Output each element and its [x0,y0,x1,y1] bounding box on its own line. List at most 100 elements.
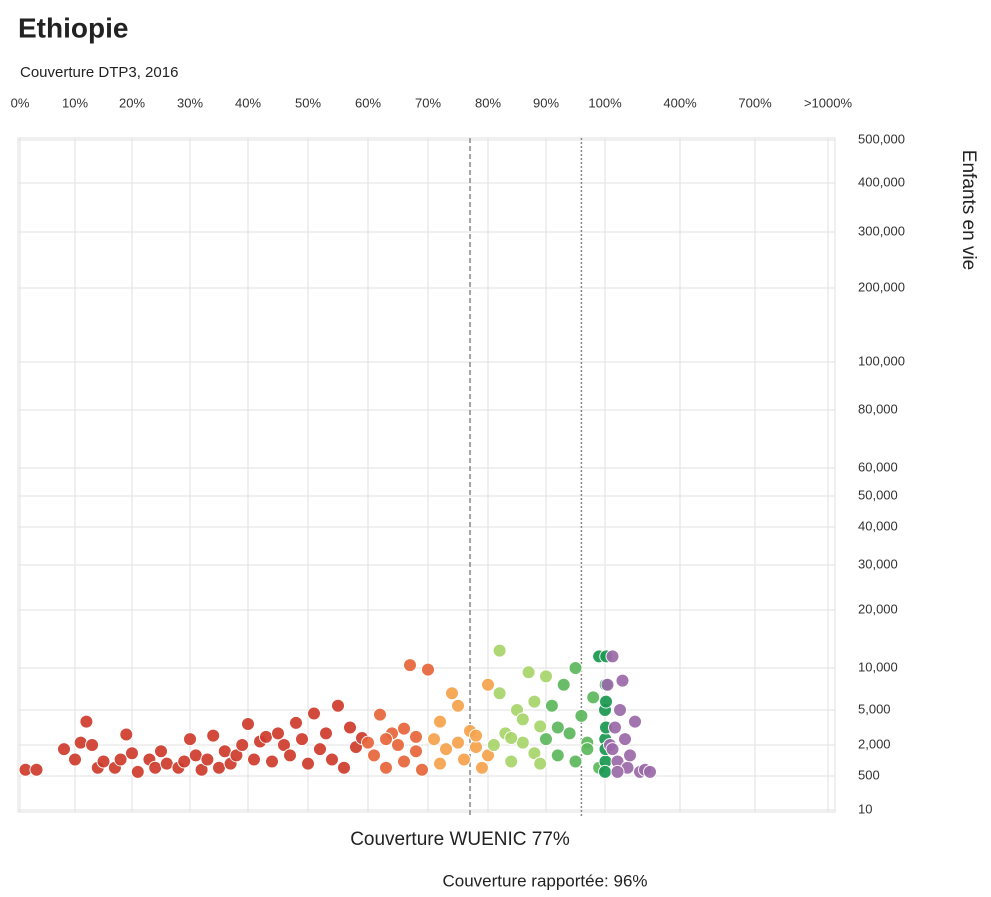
point [445,686,459,701]
point [504,731,519,745]
point [533,756,548,771]
point [600,677,615,692]
x-tick-label: 40% [235,95,261,110]
x-tick-label: 70% [415,95,441,110]
point [331,698,345,713]
y-tick-label: 5,000 [858,701,891,716]
point [113,752,128,767]
point [159,756,174,771]
point [373,707,387,722]
point [212,760,226,775]
point [119,727,134,742]
point [68,752,82,767]
point [562,726,577,741]
point [539,669,553,684]
point [379,760,393,775]
point [319,726,333,741]
point [427,732,441,747]
point [29,762,44,777]
point [527,694,542,709]
point [492,686,507,701]
y-tick-label: 10 [858,801,872,816]
chart-subtitle: Couverture DTP3, 2016 [20,64,178,81]
point [598,764,612,779]
point [608,720,622,735]
point [486,738,501,752]
point [277,738,291,752]
point [504,754,519,769]
x-tick-label: 30% [177,95,203,110]
x-tick-label: >1000% [804,95,853,110]
y-tick-label: 100,000 [858,353,905,368]
y-axis-label: Enfants en vie [958,150,979,270]
y-tick-label: 50,000 [858,487,898,502]
point [130,764,145,779]
y-tick-label: 300,000 [858,223,905,238]
x-tick-label: 10% [62,95,88,110]
point [457,752,471,767]
point [599,694,613,709]
x-tick-label: 100% [588,95,622,110]
point [397,754,411,769]
point [409,729,423,744]
point [610,764,625,779]
point [391,738,405,752]
point [539,732,553,747]
point [361,735,375,750]
point [247,752,261,767]
point [544,698,559,713]
point [154,744,168,759]
point [481,677,495,692]
y-tick-label: 400,000 [858,174,905,189]
point [433,756,447,771]
x-tick-label: 0% [11,95,30,110]
x-tick-label: 400% [663,95,697,110]
x-tick-label: 20% [119,95,145,110]
point [188,748,203,763]
point [367,748,381,763]
point [313,742,327,757]
point [96,754,111,769]
point [605,742,620,757]
point [451,698,465,713]
point [415,762,429,777]
point [568,661,583,675]
point [271,726,285,741]
point [265,754,279,769]
point [643,764,657,779]
point [73,735,88,750]
point [57,742,71,757]
point [550,720,565,735]
point [200,752,215,767]
reference-label: Couverture WUENIC 77% [350,829,570,850]
x-tick-label: 90% [533,95,559,110]
point [623,748,637,763]
point [421,662,435,677]
point [241,717,255,731]
point [515,735,530,750]
point [605,649,620,664]
point [550,748,565,763]
y-tick-label: 30,000 [858,556,898,571]
x-tick-label: 60% [355,95,381,110]
point [433,714,447,729]
y-tick-label: 10,000 [858,659,898,674]
point [580,742,595,757]
point [568,754,583,769]
point [295,732,309,747]
point [521,665,536,680]
point [307,706,321,721]
point [379,732,393,747]
point [125,746,139,761]
point [475,760,489,775]
point [283,748,297,763]
point [85,738,100,752]
x-tick-label: 700% [738,95,772,110]
y-tick-label: 40,000 [858,518,898,533]
y-tick-label: 20,000 [858,601,898,616]
point [206,728,221,743]
point [403,658,417,673]
y-tick-label: 500 [858,767,880,782]
point [235,738,250,752]
